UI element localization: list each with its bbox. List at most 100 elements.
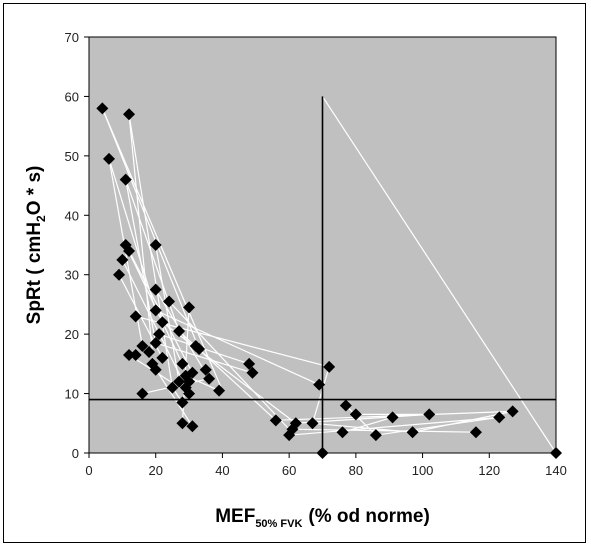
y-axis-title-subscript: 2 — [34, 215, 48, 222]
connector-line — [321, 96, 557, 454]
connector-line — [121, 259, 190, 394]
x-tick-label: 20 — [148, 463, 162, 478]
data-point — [116, 253, 129, 266]
y-axis-title-part1: SpRt ( cmH — [24, 222, 45, 324]
data-point — [179, 381, 192, 394]
x-tick-label: 140 — [545, 463, 567, 478]
x-tick-label: 80 — [349, 463, 363, 478]
x-axis-title: MEF50% FVK (% od norme) — [215, 506, 430, 530]
connector-line — [155, 244, 180, 382]
data-point — [166, 381, 179, 394]
connector-line — [345, 405, 377, 436]
data-point — [243, 357, 256, 370]
data-point — [123, 108, 136, 121]
data-point — [149, 363, 162, 376]
connector-line — [312, 422, 413, 433]
data-point — [506, 405, 519, 418]
data-point — [123, 244, 136, 257]
data-point — [163, 295, 176, 308]
data-point — [129, 310, 142, 323]
connector-line — [289, 416, 500, 436]
data-point — [153, 328, 166, 341]
data-point — [149, 283, 162, 296]
x-tick-label: 40 — [215, 463, 229, 478]
data-point — [119, 173, 132, 186]
x-tick-label: 120 — [478, 463, 500, 478]
data-point — [203, 372, 216, 385]
x-axis-title-main: MEF — [215, 506, 255, 527]
data-point — [129, 348, 142, 361]
connector-line — [311, 366, 330, 424]
data-point — [136, 340, 149, 353]
y-tick-label: 40 — [65, 208, 79, 223]
data-point — [173, 325, 186, 338]
data-point — [339, 399, 352, 412]
connector-line — [155, 309, 320, 386]
data-point — [369, 429, 382, 442]
data-point — [406, 426, 419, 439]
connector-line — [162, 321, 297, 424]
data-point — [156, 351, 169, 364]
data-point — [113, 268, 126, 281]
data-point — [199, 363, 212, 376]
x-axis-title-subscript: 50% FVK — [255, 518, 302, 530]
data-point — [493, 411, 506, 424]
connector-line — [101, 108, 200, 350]
y-tick-label: 50 — [65, 149, 79, 164]
data-point — [186, 420, 199, 433]
data-points — [96, 102, 562, 459]
data-point — [313, 378, 326, 391]
data-point — [176, 357, 189, 370]
data-point — [323, 360, 336, 373]
x-tick-label: 60 — [282, 463, 296, 478]
connector-line — [375, 416, 500, 436]
data-point — [386, 411, 399, 424]
data-point — [183, 301, 196, 314]
data-point — [103, 152, 116, 165]
data-point — [306, 417, 319, 430]
y-tick-label: 60 — [65, 89, 79, 104]
data-point — [349, 408, 362, 421]
data-point — [136, 387, 149, 400]
y-tick-label: 70 — [65, 30, 79, 45]
y-axis-ticks: 0 10 20 30 40 50 60 70 — [65, 30, 89, 461]
data-point — [173, 375, 186, 388]
data-point — [269, 414, 282, 427]
data-point — [176, 396, 189, 409]
data-point — [193, 343, 206, 355]
connector-line — [108, 158, 157, 311]
data-point — [246, 366, 259, 379]
data-point — [156, 316, 169, 329]
x-axis-ticks: 0 20 40 60 80 100 120 140 — [85, 453, 567, 478]
connector-line — [128, 250, 193, 374]
data-point — [176, 417, 189, 430]
data-point — [123, 348, 136, 361]
data-point — [289, 417, 302, 430]
y-tick-label: 20 — [65, 327, 79, 342]
data-point — [186, 366, 199, 379]
x-tick-label: 0 — [85, 463, 92, 478]
y-axis-title: SpRt ( cmH2O * s) — [24, 166, 48, 325]
y-axis-title-part2: O * s) — [24, 166, 45, 216]
connector-line — [151, 363, 193, 427]
reference-lines — [89, 96, 556, 453]
y-tick-label: 0 — [72, 446, 79, 461]
data-point — [149, 239, 162, 251]
y-tick-label: 10 — [65, 387, 79, 402]
data-point — [336, 426, 349, 439]
data-point — [96, 102, 109, 115]
data-point — [149, 337, 162, 350]
data-point — [143, 345, 156, 358]
data-point — [423, 408, 436, 421]
y-tick-label: 30 — [65, 268, 79, 283]
connector-line — [155, 342, 253, 374]
data-point — [469, 426, 482, 439]
data-point — [149, 304, 162, 317]
connector-line — [101, 108, 223, 391]
x-tick-label: 100 — [412, 463, 434, 478]
x-axis-title-rest: (% od norme) — [308, 506, 429, 527]
connector-line — [295, 413, 430, 424]
connector-line — [342, 416, 393, 433]
data-point — [316, 447, 329, 459]
